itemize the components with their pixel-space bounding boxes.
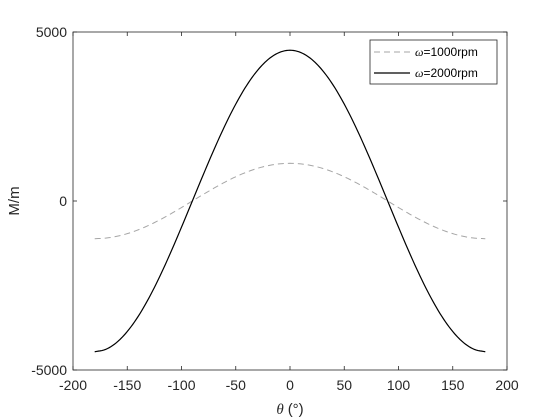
x-tick-label-neg-50: -50 <box>226 377 246 393</box>
x-axis-ticks: -200 -150 -100 -50 0 50 100 150 200 <box>59 32 519 393</box>
y-tick-label-neg-5000: -5000 <box>31 362 67 378</box>
x-tick-label-neg-150: -150 <box>113 377 141 393</box>
y-tick-label-5000: 5000 <box>36 24 67 40</box>
legend-label-2000rpm: ω=2000rpm <box>415 66 478 80</box>
x-axis-label: θ (°) <box>276 401 303 418</box>
legend: ω=1000rpm ω=2000rpm <box>369 39 498 85</box>
x-tick-label-100: 100 <box>387 377 411 393</box>
legend-box <box>369 39 498 85</box>
series-line-1000rpm <box>94 162 486 240</box>
x-tick-label-150: 150 <box>441 377 465 393</box>
x-tick-label-neg-100: -100 <box>167 377 195 393</box>
y-tick-label-0: 0 <box>59 193 67 209</box>
x-axis-symbol: θ <box>276 402 284 418</box>
legend-text-1000rpm: =1000rpm <box>423 45 477 59</box>
legend-symbol-1000rpm: ω <box>415 45 423 59</box>
x-tick-label-neg-200: -200 <box>59 377 87 393</box>
x-tick-label-0: 0 <box>286 377 294 393</box>
series-layer <box>94 49 486 353</box>
plot-area <box>73 32 507 370</box>
x-axis-unit: (°) <box>288 401 304 418</box>
x-tick-label-200: 200 <box>495 377 519 393</box>
legend-symbol-2000rpm: ω <box>415 66 423 80</box>
legend-text-2000rpm: =2000rpm <box>423 66 477 80</box>
y-axis-ticks: -5000 0 5000 <box>31 24 507 378</box>
legend-label-1000rpm: ω=1000rpm <box>415 45 478 59</box>
y-axis-label: M/m <box>6 186 23 215</box>
x-tick-label-50: 50 <box>336 377 352 393</box>
series-line-2000rpm <box>94 49 486 353</box>
